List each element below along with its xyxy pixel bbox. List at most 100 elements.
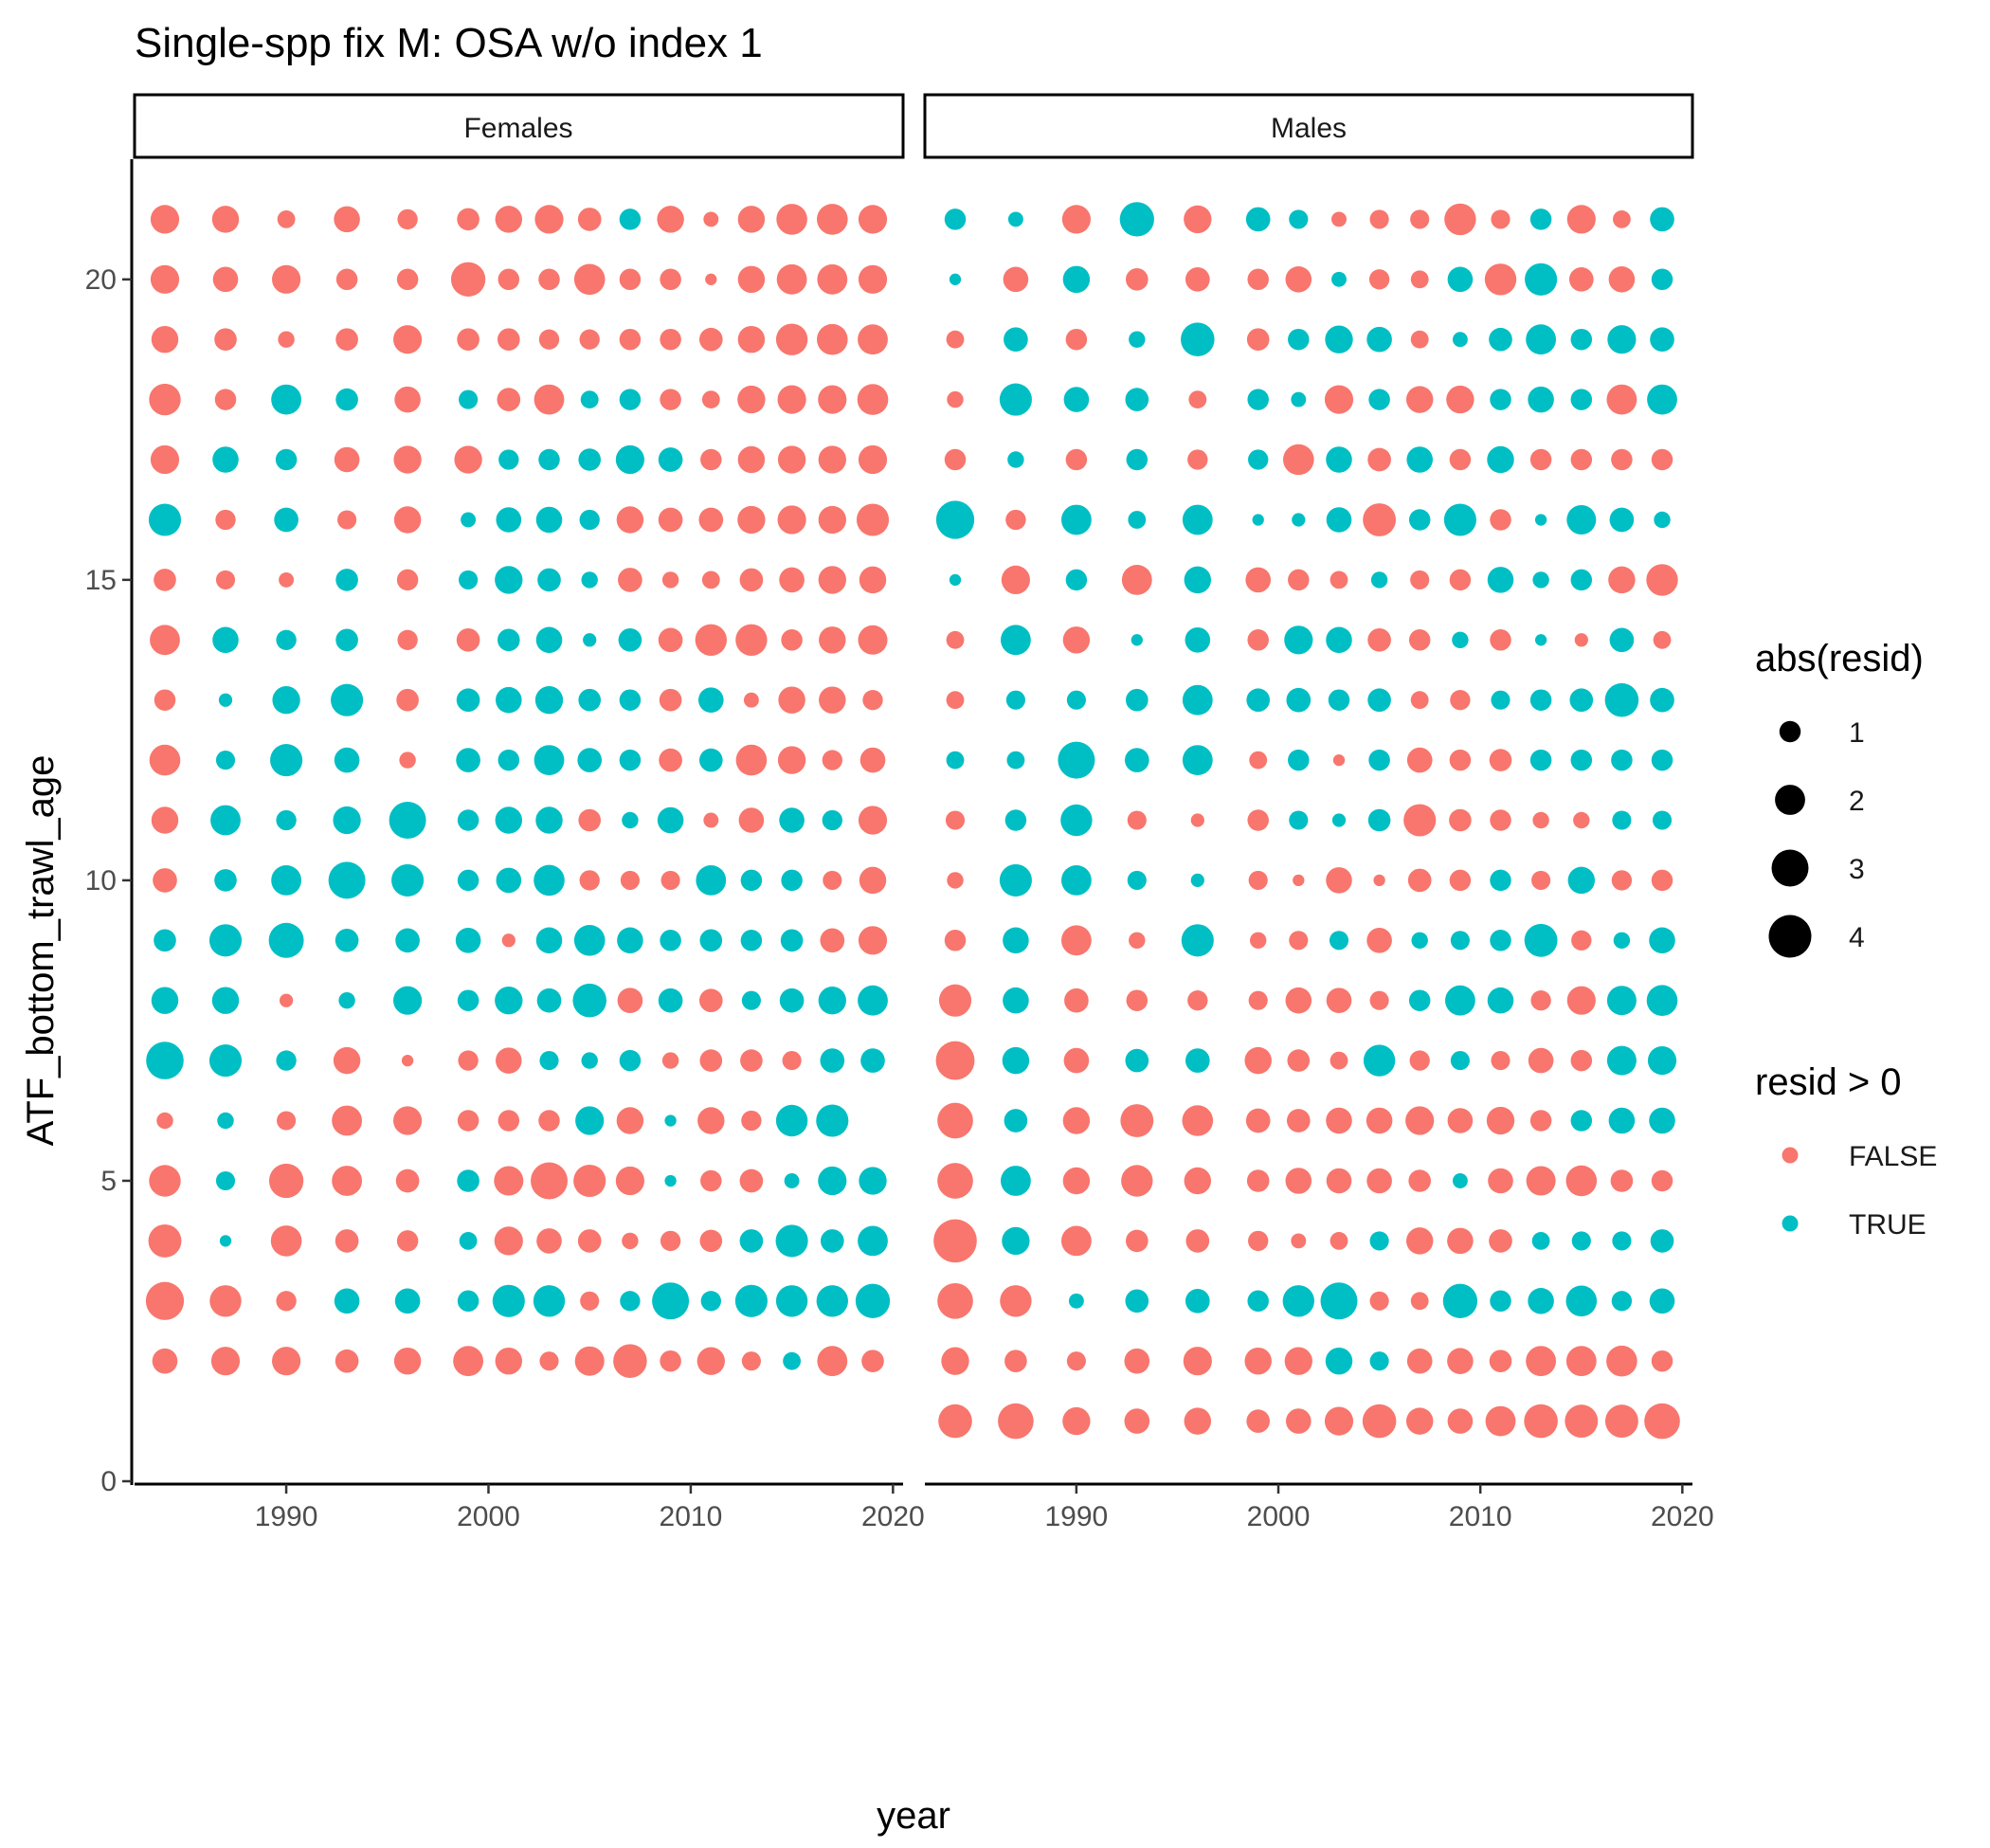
data-point xyxy=(858,324,888,355)
data-point xyxy=(660,389,681,410)
data-point xyxy=(1407,868,1432,893)
data-point xyxy=(536,987,562,1013)
data-point xyxy=(534,864,565,897)
data-point xyxy=(498,449,519,470)
data-point xyxy=(459,1231,478,1250)
data-point xyxy=(393,325,423,354)
data-point xyxy=(214,869,237,892)
data-point xyxy=(538,329,560,350)
y-tick-label: 15 xyxy=(85,565,117,596)
data-point xyxy=(1003,987,1029,1014)
data-point xyxy=(1652,810,1673,830)
data-point xyxy=(935,1041,975,1080)
data-point xyxy=(1245,567,1272,593)
data-point xyxy=(1650,327,1674,353)
data-point xyxy=(215,1170,236,1191)
data-point xyxy=(1326,1168,1352,1194)
data-point xyxy=(150,444,180,475)
data-point xyxy=(699,929,723,952)
x-tick-label: 2020 xyxy=(861,1501,925,1532)
legend: abs(resid) 1 2 3 4 resid > 0 FALSE TRUE xyxy=(1755,638,1937,1241)
data-point xyxy=(998,1403,1034,1440)
data-point xyxy=(1449,569,1472,591)
data-point xyxy=(1530,990,1551,1011)
data-point xyxy=(1490,930,1511,951)
data-point xyxy=(664,1114,677,1127)
data-point xyxy=(1124,748,1149,772)
data-point xyxy=(581,571,598,589)
data-point xyxy=(391,863,425,897)
data-point xyxy=(1185,1229,1210,1253)
data-point xyxy=(455,927,481,953)
data-point xyxy=(778,686,805,714)
data-point xyxy=(735,744,768,776)
data-point xyxy=(1447,1227,1474,1255)
data-point xyxy=(658,447,683,472)
data-point xyxy=(1285,1408,1312,1434)
data-point xyxy=(1363,1044,1396,1077)
data-point xyxy=(1491,690,1511,710)
data-point xyxy=(946,691,965,710)
data-point xyxy=(457,809,479,831)
data-point xyxy=(498,268,520,291)
data-point xyxy=(212,626,239,654)
data-point xyxy=(740,869,763,892)
data-point xyxy=(696,864,727,896)
data-point xyxy=(1410,1292,1429,1311)
data-point xyxy=(1606,384,1637,415)
data-point xyxy=(1060,804,1093,837)
data-point xyxy=(1567,866,1596,895)
data-point xyxy=(276,629,297,650)
data-point xyxy=(1370,571,1388,589)
data-point xyxy=(1001,565,1030,594)
data-point xyxy=(1190,873,1204,888)
data-point xyxy=(148,1223,182,1258)
data-point xyxy=(818,445,846,474)
data-point xyxy=(1491,1051,1511,1071)
data-point xyxy=(1368,749,1390,771)
data-point xyxy=(659,688,682,712)
data-point xyxy=(580,390,599,409)
data-point xyxy=(1531,870,1551,890)
legend-size-key xyxy=(1775,785,1805,815)
data-point xyxy=(858,806,888,835)
data-point xyxy=(1487,445,1514,474)
data-point xyxy=(538,268,560,291)
data-point xyxy=(859,866,887,895)
data-point xyxy=(456,688,480,713)
data-point xyxy=(1005,509,1026,531)
data-point xyxy=(1246,1409,1271,1433)
data-point xyxy=(151,987,179,1014)
data-point xyxy=(1000,1285,1032,1317)
data-point xyxy=(498,628,520,652)
data-point xyxy=(495,1347,523,1375)
data-point xyxy=(657,806,684,834)
y-tick-label: 0 xyxy=(100,1466,117,1497)
data-point xyxy=(538,1110,560,1132)
data-point xyxy=(738,807,765,833)
data-point xyxy=(1531,1231,1550,1250)
data-point xyxy=(946,330,965,349)
data-point xyxy=(1289,209,1309,229)
data-point xyxy=(1644,1403,1680,1440)
data-point xyxy=(215,570,236,589)
data-point xyxy=(268,922,304,958)
data-point xyxy=(734,1284,768,1317)
data-point xyxy=(397,629,418,650)
data-point xyxy=(1330,1051,1348,1070)
data-point xyxy=(492,1284,525,1317)
data-point xyxy=(496,1047,522,1074)
data-point xyxy=(335,1229,359,1253)
data-point xyxy=(1247,629,1269,651)
data-point xyxy=(1650,687,1674,713)
data-point xyxy=(210,1347,241,1376)
data-point xyxy=(1573,811,1590,829)
data-point xyxy=(148,503,182,536)
data-point xyxy=(217,1112,234,1130)
data-point xyxy=(1608,566,1636,594)
data-point xyxy=(154,569,176,591)
data-point xyxy=(818,385,847,414)
legend-size-label: 2 xyxy=(1849,786,1865,817)
data-point xyxy=(1063,387,1090,412)
data-point xyxy=(737,325,766,353)
